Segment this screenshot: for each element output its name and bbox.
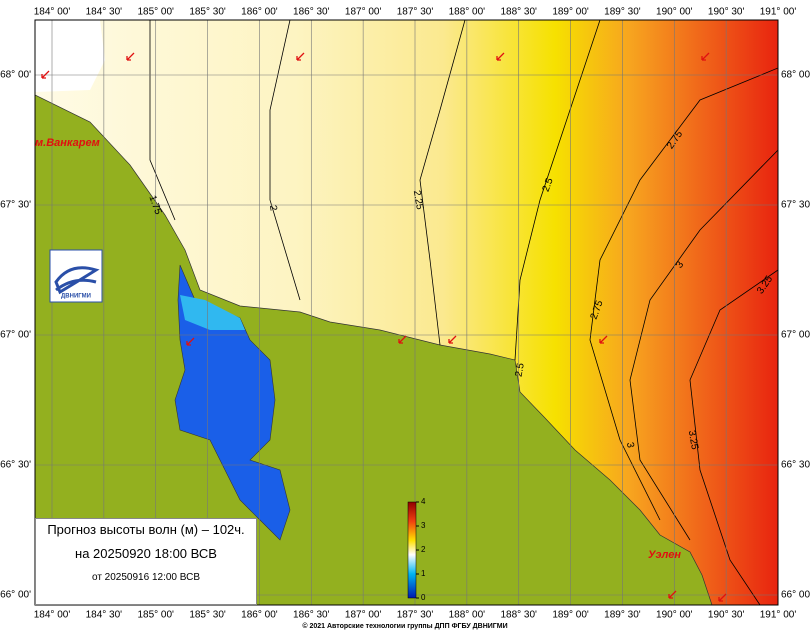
map-area xyxy=(35,20,778,605)
contour-label: 2.25 xyxy=(411,189,425,211)
lagoon-shallow xyxy=(180,295,245,330)
wind-arrow xyxy=(398,335,407,344)
legend-title: Прогноз высоты волн (м) – 102ч. xyxy=(47,522,245,537)
lon-label-bottom: 185° 30' xyxy=(189,610,226,621)
logo: ДВНИГМИ xyxy=(49,249,103,303)
lat-label-left: 66° 30' xyxy=(0,460,31,471)
place-label: м.Ванкарем xyxy=(35,137,100,149)
lon-label-bottom: 184° 30' xyxy=(86,610,123,621)
colorbar-label: 0 xyxy=(421,593,426,602)
lon-label-top: 190° 00' xyxy=(656,7,693,18)
wind-arrow xyxy=(296,52,305,61)
lon-label-bottom: 186° 00' xyxy=(241,610,278,621)
lon-label-top: 185° 00' xyxy=(137,7,174,18)
contour-label: 2.5 xyxy=(514,362,527,378)
copyright: © 2021 Авторские технологии группы ДПП Ф… xyxy=(302,622,507,630)
wind-arrow xyxy=(701,52,710,61)
lon-label-bottom: 190° 30' xyxy=(708,610,745,621)
contour-label: 3 xyxy=(624,441,636,449)
lat-label-left: 67° 00' xyxy=(0,330,31,341)
lon-label-top: 186° 30' xyxy=(293,7,330,18)
colorbar-label: 2 xyxy=(421,545,426,554)
lon-label-top: 184° 30' xyxy=(86,7,123,18)
wind-arrow xyxy=(668,590,677,599)
lon-label-bottom: 189° 30' xyxy=(604,610,641,621)
land xyxy=(35,94,713,605)
contour-label: 3 xyxy=(674,259,686,270)
lagoon xyxy=(174,264,291,541)
colorbar xyxy=(407,501,417,599)
lon-label-top: 190° 30' xyxy=(708,7,745,18)
lat-label-right: 66° 00' xyxy=(781,590,810,601)
lon-label-bottom: 187° 30' xyxy=(397,610,434,621)
lon-label-top: 191° 00' xyxy=(760,7,797,18)
colorbar-label: 1 xyxy=(421,569,426,578)
legend-box: Прогноз высоты волн (м) – 102ч. на 20250… xyxy=(35,518,257,605)
lon-label-top: 189° 30' xyxy=(604,7,641,18)
lon-label-top: 188° 00' xyxy=(449,7,486,18)
legend-valid: на 20250920 18:00 ВСВ xyxy=(75,546,217,561)
contour-label: 2.5 xyxy=(541,176,556,193)
lon-label-bottom: 187° 00' xyxy=(345,610,382,621)
lon-label-top: 188° 30' xyxy=(500,7,537,18)
colorbar-label: 3 xyxy=(421,521,426,530)
wind-arrow xyxy=(448,335,457,344)
lon-label-bottom: 191° 00' xyxy=(760,610,797,621)
logo-text: ДВНИГМИ xyxy=(61,294,91,300)
wind-arrow xyxy=(496,52,505,61)
lat-label-right: 67° 30' xyxy=(781,200,810,211)
lat-label-left: 68° 00' xyxy=(0,70,31,81)
wind-arrow xyxy=(126,52,135,61)
lon-label-top: 189° 00' xyxy=(552,7,589,18)
lon-label-bottom: 188° 30' xyxy=(500,610,537,621)
lat-label-right: 66° 30' xyxy=(781,460,810,471)
lon-label-top: 186° 00' xyxy=(241,7,278,18)
map-frame xyxy=(34,19,779,606)
lon-label-top: 184° 00' xyxy=(34,7,71,18)
lat-label-left: 66° 00' xyxy=(0,590,31,601)
lon-label-top: 187° 30' xyxy=(397,7,434,18)
lat-label-right: 68° 00' xyxy=(781,70,810,81)
contour-label: 2 xyxy=(267,204,279,212)
lon-label-bottom: 185° 00' xyxy=(137,610,174,621)
wind-arrow xyxy=(718,593,727,602)
lon-label-top: 185° 30' xyxy=(189,7,226,18)
lon-label-bottom: 184° 00' xyxy=(34,610,71,621)
lon-label-bottom: 190° 00' xyxy=(656,610,693,621)
wind-arrow xyxy=(599,335,608,344)
contours xyxy=(149,20,778,605)
wind-arrow xyxy=(41,70,50,79)
colorbar-label: 4 xyxy=(421,497,426,506)
lon-label-bottom: 189° 00' xyxy=(552,610,589,621)
lat-label-left: 67° 30' xyxy=(0,200,31,211)
place-label: Уэлен xyxy=(648,549,681,561)
wind-arrow xyxy=(186,337,195,346)
graticule xyxy=(35,20,778,605)
lon-label-bottom: 188° 00' xyxy=(449,610,486,621)
no-data xyxy=(35,20,105,92)
lon-label-top: 187° 00' xyxy=(345,7,382,18)
legend-issued: от 20250916 12:00 ВСВ xyxy=(91,572,200,583)
lon-label-bottom: 186° 30' xyxy=(293,610,330,621)
lat-label-right: 67° 00' xyxy=(781,330,810,341)
contour-label: 3.25 xyxy=(686,429,700,451)
